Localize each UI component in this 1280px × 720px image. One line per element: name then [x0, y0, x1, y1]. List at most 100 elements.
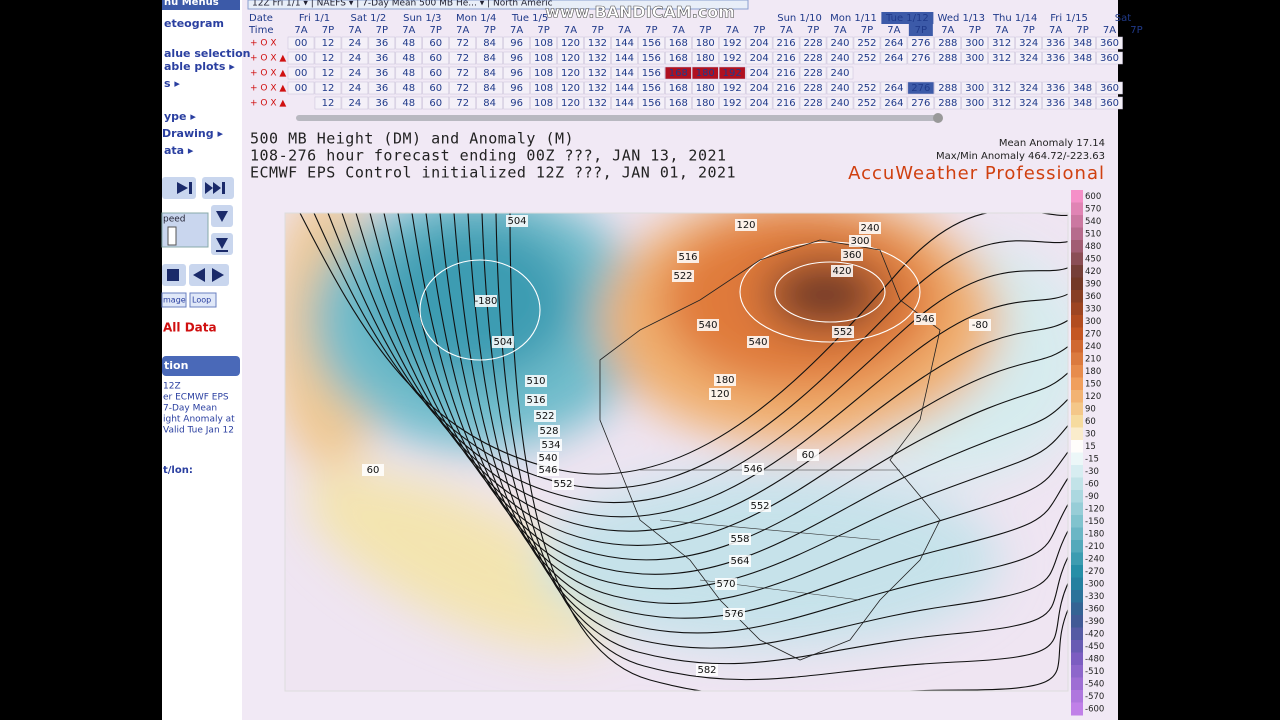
hour[interactable]: 12	[322, 53, 335, 64]
cell[interactable]	[988, 36, 1015, 50]
cell[interactable]	[1042, 51, 1069, 65]
cell[interactable]	[1015, 51, 1042, 65]
cell[interactable]	[503, 96, 530, 110]
hour[interactable]: 252	[857, 53, 876, 64]
hour[interactable]: 60	[429, 68, 442, 79]
cell[interactable]	[961, 36, 988, 50]
date[interactable]: Sun 1/10	[777, 13, 822, 24]
hour[interactable]: 96	[510, 68, 523, 79]
menu-item[interactable]: ype ▸	[164, 110, 196, 123]
cell[interactable]	[314, 51, 342, 65]
hour[interactable]: 288	[938, 53, 957, 64]
hour[interactable]: 132	[588, 98, 607, 109]
cell[interactable]	[853, 51, 881, 65]
hour[interactable]: 144	[615, 98, 634, 109]
hour[interactable]: 324	[1019, 53, 1038, 64]
hour[interactable]: 300	[965, 98, 984, 109]
hour[interactable]: 204	[750, 98, 769, 109]
cell[interactable]	[1069, 81, 1096, 95]
hour[interactable]: 240	[830, 53, 849, 64]
hour[interactable]: 276	[911, 83, 930, 94]
hour[interactable]: 216	[777, 98, 796, 109]
cell[interactable]	[476, 51, 503, 65]
scrollbar-track[interactable]	[296, 115, 942, 121]
cell[interactable]	[934, 51, 962, 65]
cell[interactable]	[772, 81, 800, 95]
hour[interactable]: 192	[723, 98, 742, 109]
cell[interactable]	[584, 96, 611, 110]
hour[interactable]: 180	[696, 83, 715, 94]
cell[interactable]	[907, 96, 935, 110]
cell[interactable]	[665, 66, 692, 80]
hour[interactable]: 216	[777, 53, 796, 64]
cell[interactable]	[907, 36, 935, 50]
hour[interactable]: 132	[588, 38, 607, 49]
hour[interactable]: 264	[884, 98, 903, 109]
hour[interactable]: 240	[830, 83, 849, 94]
cell[interactable]	[853, 81, 881, 95]
cell[interactable]	[503, 66, 530, 80]
hour[interactable]: 96	[510, 83, 523, 94]
menu-item[interactable]: alue selection	[164, 47, 251, 60]
cell[interactable]	[665, 36, 692, 50]
hour[interactable]: 204	[750, 68, 769, 79]
cell[interactable]	[368, 36, 396, 50]
cell[interactable]	[341, 51, 369, 65]
cell[interactable]	[1042, 81, 1069, 95]
hour[interactable]: 264	[884, 38, 903, 49]
cell[interactable]	[530, 81, 557, 95]
date[interactable]: Sat 1/2	[351, 13, 387, 24]
all-data[interactable]: All Data	[163, 321, 217, 335]
cell[interactable]	[745, 66, 773, 80]
cell[interactable]	[314, 81, 342, 95]
hour[interactable]: 120	[561, 53, 580, 64]
hour[interactable]: 216	[777, 68, 796, 79]
cell[interactable]	[826, 66, 854, 80]
hour[interactable]: 216	[777, 38, 796, 49]
hour[interactable]: 108	[534, 68, 553, 79]
hour[interactable]: 96	[510, 38, 523, 49]
cell[interactable]	[449, 51, 476, 65]
cell[interactable]	[557, 36, 584, 50]
hour[interactable]: 120	[561, 83, 580, 94]
cell[interactable]	[799, 66, 827, 80]
hour[interactable]: 276	[911, 38, 930, 49]
cell[interactable]	[692, 66, 719, 80]
cell[interactable]	[395, 81, 423, 95]
cell[interactable]	[530, 51, 557, 65]
hour[interactable]: 96	[510, 98, 523, 109]
cell[interactable]	[638, 81, 665, 95]
cell[interactable]	[584, 81, 611, 95]
hour[interactable]: 288	[938, 98, 957, 109]
cell[interactable]	[826, 36, 854, 50]
cell[interactable]	[341, 81, 369, 95]
cell[interactable]	[1069, 51, 1096, 65]
hour[interactable]: 00	[295, 53, 308, 64]
hour[interactable]: 00	[295, 38, 308, 49]
cell[interactable]	[772, 51, 800, 65]
hour[interactable]: 48	[402, 38, 415, 49]
cell[interactable]	[395, 96, 423, 110]
cell[interactable]	[880, 51, 908, 65]
hour[interactable]: 120	[561, 38, 580, 49]
hour[interactable]: 180	[696, 38, 715, 49]
cell[interactable]	[718, 66, 746, 80]
hour[interactable]: 276	[911, 53, 930, 64]
cell[interactable]	[1069, 96, 1096, 110]
hour[interactable]: 348	[1073, 83, 1092, 94]
hour[interactable]: 240	[830, 98, 849, 109]
cell[interactable]	[422, 66, 449, 80]
hour[interactable]: 108	[534, 83, 553, 94]
cell[interactable]	[692, 81, 719, 95]
hour[interactable]: 348	[1073, 38, 1092, 49]
cell[interactable]	[692, 36, 719, 50]
date[interactable]: Thu 1/14	[992, 13, 1037, 24]
hour[interactable]: 240	[830, 38, 849, 49]
cell[interactable]	[611, 96, 638, 110]
hour[interactable]: 288	[938, 83, 957, 94]
cell[interactable]	[1042, 96, 1069, 110]
cell[interactable]	[503, 51, 530, 65]
hour[interactable]: 36	[375, 53, 388, 64]
menu-item[interactable]: Drawing ▸	[162, 127, 223, 140]
hour[interactable]: 00	[295, 83, 308, 94]
